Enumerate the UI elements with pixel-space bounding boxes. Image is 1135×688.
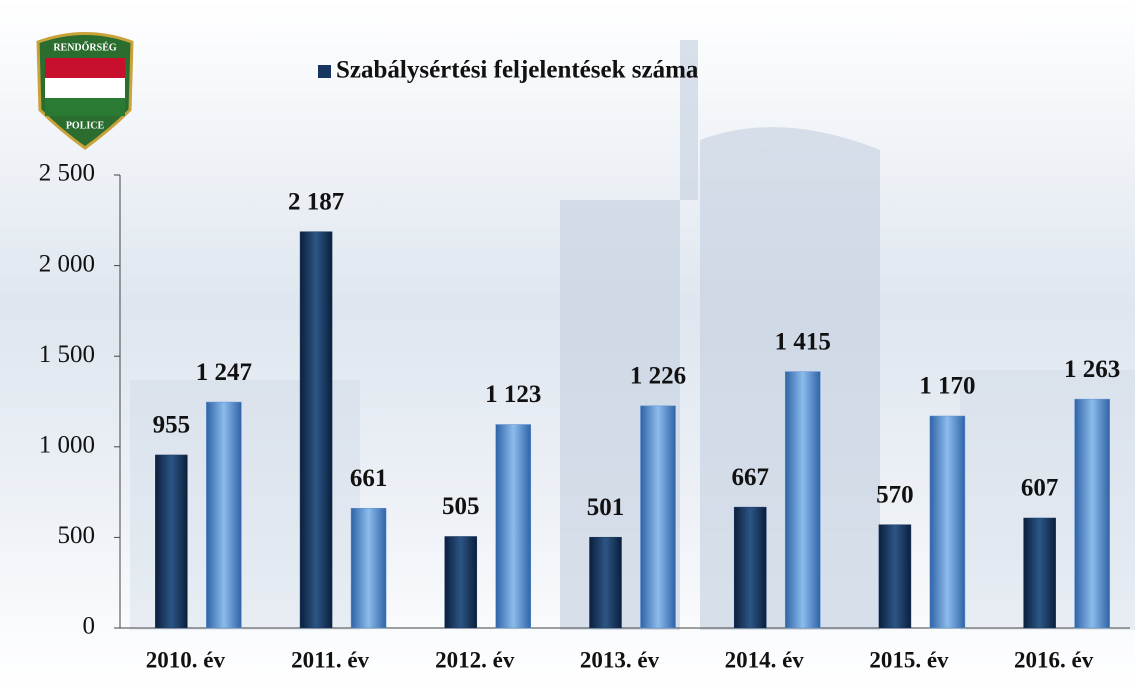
value-label: 607 [1021,475,1059,502]
bar [589,536,622,629]
bar [784,371,821,629]
bar [1074,398,1110,629]
bar [733,506,767,629]
bar [206,401,242,629]
bar [929,415,966,629]
x-tick-label: 2016. év [1014,647,1094,672]
value-label: 2 187 [288,188,344,215]
bar [1023,517,1056,629]
y-tick-label: 2 500 [39,160,95,187]
value-label: 1 226 [630,363,686,390]
x-tick-label: 2015. év [869,647,949,672]
value-label: 661 [350,465,388,492]
bar [155,454,188,629]
logo-text: POLICE [66,120,105,131]
x-tick-label: 2011. év [291,647,369,672]
y-tick-label: 500 [58,522,96,549]
y-tick-label: 2 000 [39,250,95,277]
value-label: 1 170 [919,373,975,400]
bar [640,405,676,629]
logo: RENDŐRSÉG POLICE [36,32,134,150]
x-tick-label: 2014. év [725,647,805,672]
value-label: 505 [442,493,480,520]
bar [444,536,478,629]
logo-text: RENDŐRSÉG [53,41,117,53]
value-label: 1 247 [196,359,252,386]
legend-label: Szabálysértési feljelentések száma [336,57,699,84]
value-label: 667 [731,464,769,491]
y-tick-label: 0 [83,613,96,640]
bar [495,424,532,629]
value-label: 1 263 [1064,356,1120,383]
legend-swatch [318,65,331,78]
value-label: 570 [876,481,914,508]
value-label: 501 [587,494,625,521]
bar [878,524,912,629]
x-tick-label: 2010. év [146,647,226,672]
y-tick-label: 1 000 [39,432,95,459]
value-label: 1 415 [775,328,831,355]
bar [299,231,333,629]
value-label: 1 123 [485,381,541,408]
x-tick-label: 2013. év [580,647,660,672]
x-tick-label: 2012. év [435,647,515,672]
bar [350,507,387,629]
y-tick-label: 1 500 [39,341,95,368]
value-label: 955 [153,412,191,439]
